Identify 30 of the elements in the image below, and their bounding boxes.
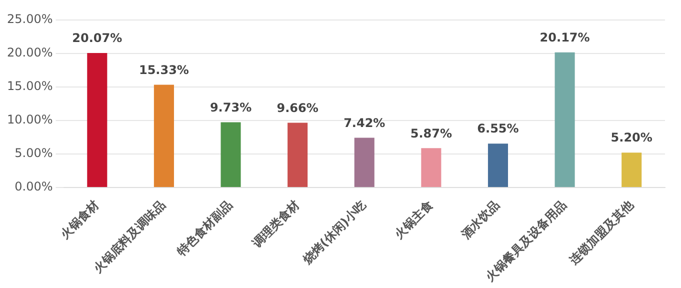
x-tick-label: 特色食材副品 xyxy=(174,198,236,260)
y-tick-label: 5.00% xyxy=(14,146,53,160)
x-tick-label: 火锅主食 xyxy=(390,198,436,243)
bar xyxy=(554,52,575,187)
bar xyxy=(288,122,308,187)
y-tick-label: 0.00% xyxy=(14,180,53,194)
bar xyxy=(622,152,642,187)
bar xyxy=(220,122,241,187)
bar xyxy=(421,148,442,187)
data-label: 20.17% xyxy=(540,30,590,44)
bar xyxy=(154,84,174,187)
bar xyxy=(488,144,508,187)
x-tick-label: 火锅食材 xyxy=(56,198,102,243)
y-tick-label: 15.00% xyxy=(6,79,53,94)
bar xyxy=(87,53,108,187)
data-label: 9.73% xyxy=(210,100,252,114)
y-tick-label: 20.00% xyxy=(6,46,53,60)
x-tick-label: 烧烤(休闲)小吃 xyxy=(299,198,369,268)
x-tick-label: 酒水饮品 xyxy=(458,198,502,243)
data-label: 6.55% xyxy=(477,122,519,136)
x-tick-label: 调理类食材 xyxy=(248,198,302,252)
data-label: 5.87% xyxy=(410,126,452,140)
data-label: 7.42% xyxy=(344,116,386,130)
data-label: 20.07% xyxy=(72,31,122,46)
data-label: 15.33% xyxy=(138,62,189,77)
data-label: 9.66% xyxy=(276,100,318,115)
data-label: 5.20% xyxy=(610,130,652,145)
bar xyxy=(354,138,374,187)
y-tick-label: 25.00% xyxy=(6,12,53,26)
y-tick-label: 10.00% xyxy=(6,112,53,127)
